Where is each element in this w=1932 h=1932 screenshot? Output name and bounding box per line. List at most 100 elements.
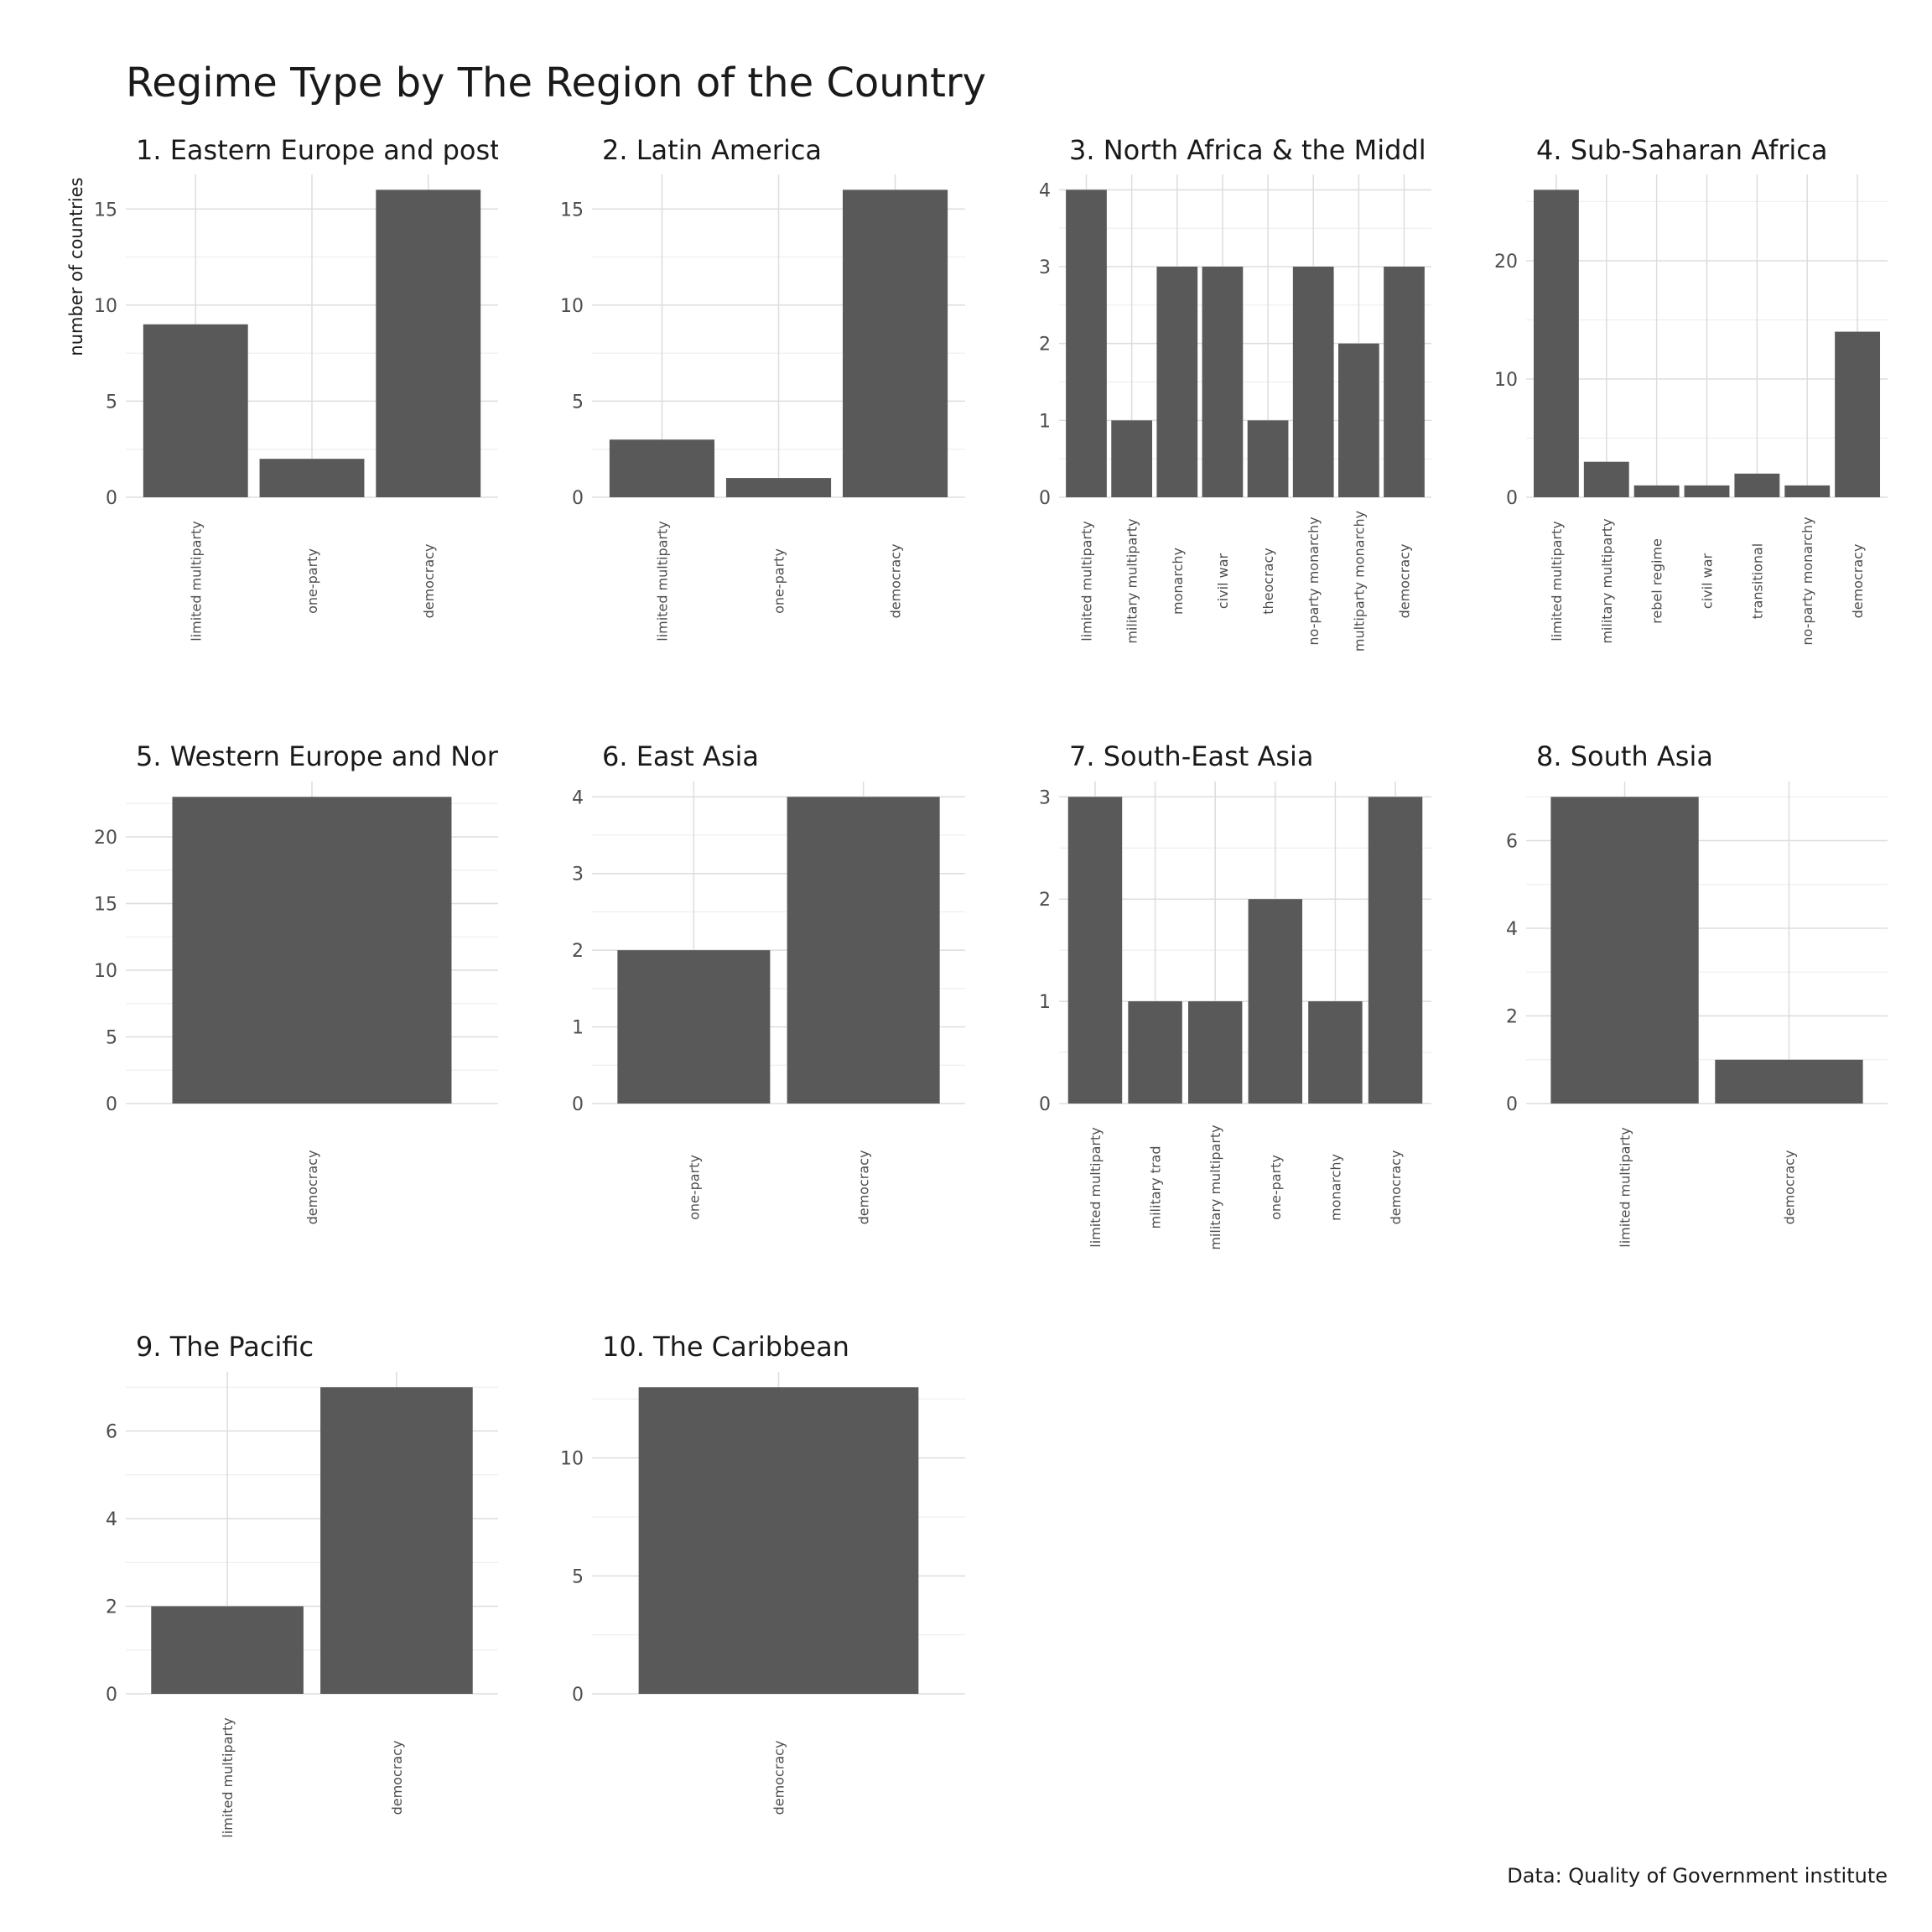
x-tick-label: one-party [304,548,320,614]
bar [1187,1001,1243,1104]
y-tick-label: 0 [1039,1094,1051,1115]
bar [1784,485,1831,497]
y-tick-label: 0 [1506,1094,1518,1115]
bar [320,1387,473,1694]
y-tick-label: 4 [1506,919,1518,940]
facet-title: 3. North Africa & the Middl [1069,134,1426,166]
x-tick-label: monarchy [1170,548,1186,615]
x-tick-label: monarchy [1327,1154,1343,1221]
bar [1156,267,1198,497]
x-tick-label: military multiparty [1599,518,1615,643]
y-tick-label: 6 [1506,832,1518,853]
bar [842,190,948,498]
facet-title: 7. South-East Asia [1069,740,1314,772]
x-tick-label: democracy [421,544,437,619]
bar [638,1387,919,1694]
x-tick-label: military multiparty [1124,518,1140,643]
y-tick-label: 0 [1039,488,1051,509]
bar [1202,267,1244,497]
y-tick-label: 0 [572,488,584,509]
y-tick-label: 2 [1039,335,1051,356]
y-tick-label: 1 [1039,992,1051,1013]
y-tick-label: 15 [94,200,117,221]
y-tick-label: 1 [1039,411,1051,432]
y-tick-label: 0 [572,1094,584,1115]
x-tick-label: no-party monarchy [1800,517,1815,645]
y-tick-label: 1 [572,1018,584,1039]
x-tick-label: one-party [686,1155,702,1220]
facet-title: 2. Latin America [602,134,822,166]
bar [1066,190,1107,498]
x-tick-label: limited multiparty [1088,1127,1104,1247]
bar [376,190,481,498]
bar [609,439,715,497]
facet-panel: 2. Latin America 0 5 10 15 limited multiparty… [560,134,965,641]
bar [1128,1001,1182,1104]
x-tick-label: democracy [888,544,904,619]
facet-panel: 7. South-East Asia 0 1 2 3 limited multiparty… [1039,740,1431,1250]
facet-panel: 5. Western Europe and Nor 0 5 10 15 20 democra… [94,740,499,1225]
y-tick-label: 5 [572,1566,584,1587]
x-tick-label: democracy [304,1150,320,1225]
x-tick-label: democracy [1781,1150,1797,1225]
y-tick-label: 2 [106,1597,117,1618]
bar [787,797,940,1104]
x-tick-label: limited multiparty [1549,521,1565,641]
y-tick-label: 20 [1494,252,1518,273]
x-tick-label: limited multiparty [1618,1127,1633,1247]
x-tick-label: limited multiparty [1078,521,1094,641]
y-tick-label: 2 [572,941,584,962]
y-tick-label: 5 [106,1027,117,1048]
y-tick-label: 2 [1039,890,1051,911]
y-tick-label: 10 [94,961,117,982]
x-tick-label: one-party [1268,1155,1284,1220]
bar [617,950,771,1104]
y-tick-label: 0 [106,488,117,509]
y-tick-label: 0 [572,1685,584,1706]
x-tick-label: limited multiparty [220,1717,236,1837]
facet-title: 9. The Pacific [136,1331,314,1363]
y-tick-label: 0 [1506,488,1518,509]
facet-title: 10. The Caribbean [602,1331,849,1363]
x-tick-label: democracy [1850,544,1866,619]
x-tick-label: democracy [771,1741,787,1815]
facet-title: 4. Sub-Saharan Africa [1536,134,1827,166]
bar [1308,1001,1363,1104]
bar [1583,461,1629,497]
bar [1384,267,1425,497]
y-tick-label: 5 [572,392,584,413]
bar [1633,485,1680,497]
facet-title: 1. Eastern Europe and post [136,134,501,166]
bar [1248,899,1303,1104]
facet-panel: 6. East Asia 0 1 2 3 4 one-party democracy [572,740,965,1224]
y-tick-label: 10 [560,296,584,317]
y-tick-label: 10 [1494,370,1518,391]
bar [1734,473,1780,497]
bar [1338,343,1379,497]
x-tick-label: limited multiparty [654,521,670,641]
facet-panel: 8. South Asia 0 2 4 6 limited multiparty democ… [1506,740,1888,1248]
y-tick-label: 15 [94,894,117,915]
y-tick-label: 4 [1039,180,1051,201]
y-tick-label: 20 [94,828,117,849]
bar [1111,420,1152,497]
y-tick-label: 15 [560,200,584,221]
bar [1533,190,1579,498]
x-tick-label: democracy [1388,1150,1404,1225]
y-axis-label: number of countries [66,177,86,356]
y-tick-label: 4 [572,787,584,808]
bar [1684,485,1730,497]
x-tick-label: democracy [1397,544,1413,619]
y-tick-label: 5 [106,392,117,413]
facet-title: 8. South Asia [1536,740,1713,772]
facet-title: 5. Western Europe and Nor [136,740,499,772]
y-tick-label: 6 [106,1422,117,1443]
facet-panel: 1. Eastern Europe and post 0 5 10 15 limited … [94,134,501,641]
bar [1550,797,1699,1104]
y-tick-label: 10 [94,296,117,317]
x-tick-label: no-party monarchy [1306,517,1322,645]
facet-panel: 9. The Pacific 0 2 4 6 limited multiparty demo… [106,1331,498,1838]
x-tick-label: one-party [771,548,787,614]
y-tick-label: 3 [1039,257,1051,278]
y-tick-label: 0 [106,1094,117,1115]
